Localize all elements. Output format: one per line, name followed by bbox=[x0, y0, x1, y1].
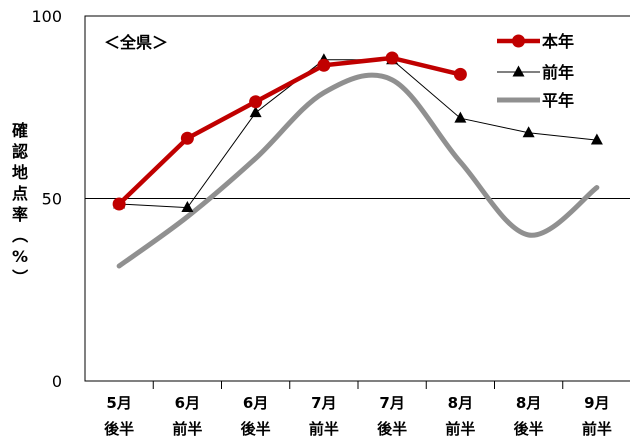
x-category-label-month: 9月 bbox=[584, 394, 609, 412]
legend-label: 本年 bbox=[542, 32, 574, 51]
series-2-line bbox=[116, 72, 600, 269]
x-category-label-half: 後半 bbox=[376, 420, 407, 438]
legend-label: 平年 bbox=[542, 91, 574, 110]
y-tick-label: 50 bbox=[42, 190, 62, 209]
x-axis-ticks bbox=[152, 381, 564, 389]
series-1-point bbox=[522, 126, 535, 138]
x-category-label-month: 6月 bbox=[243, 394, 268, 412]
legend-swatch-marker bbox=[512, 34, 525, 48]
legend-label: 前年 bbox=[542, 63, 574, 82]
x-category-label-half: 後半 bbox=[240, 420, 271, 438]
series-0-point bbox=[317, 58, 331, 72]
y-axis-label-char: ） bbox=[10, 269, 29, 285]
series-1-point bbox=[454, 111, 467, 123]
y-axis-label-char: （ bbox=[10, 227, 29, 243]
series-0-point bbox=[112, 197, 126, 211]
x-category-label-month: 6月 bbox=[175, 394, 200, 412]
x-category-label-month: 7月 bbox=[311, 394, 336, 412]
y-axis-label-char: 確 bbox=[12, 121, 28, 140]
x-category-label-month: 5月 bbox=[106, 394, 131, 412]
x-category-label-half: 前半 bbox=[172, 420, 202, 438]
series-1-point bbox=[249, 106, 262, 118]
x-category-label-half: 後半 bbox=[103, 420, 134, 438]
y-axis-ticks: 0 50 100 bbox=[31, 7, 62, 391]
x-category-label-half: 後半 bbox=[513, 420, 544, 438]
y-tick-label: 100 bbox=[31, 7, 62, 26]
x-category-label-month: 8月 bbox=[448, 394, 473, 412]
series-layer bbox=[112, 51, 603, 269]
y-axis-label-char: % bbox=[12, 247, 28, 266]
x-category-label-half: 前半 bbox=[309, 420, 339, 438]
y-axis-label-char: 認 bbox=[12, 142, 28, 161]
x-category-label-month: 7月 bbox=[379, 394, 404, 412]
y-axis-label-char: 点 bbox=[12, 184, 28, 203]
y-tick-label: 0 bbox=[52, 372, 62, 391]
chart-title: ＜全県＞ bbox=[104, 33, 168, 52]
series-0-line bbox=[117, 55, 461, 206]
y-axis-label-char: 率 bbox=[12, 205, 28, 224]
series-0-point bbox=[180, 131, 194, 145]
x-category-label-half: 前半 bbox=[582, 420, 612, 438]
legend-swatch-marker bbox=[512, 65, 525, 77]
series-1-point bbox=[181, 201, 194, 213]
x-category-label-month: 8月 bbox=[516, 394, 541, 412]
series-0-point bbox=[453, 67, 467, 81]
series-1-point bbox=[590, 133, 603, 145]
series-0-point bbox=[249, 95, 263, 109]
x-category-label-half: 前半 bbox=[445, 420, 475, 438]
series-0-point bbox=[385, 51, 399, 65]
y-axis-label-char: 地 bbox=[12, 163, 28, 182]
